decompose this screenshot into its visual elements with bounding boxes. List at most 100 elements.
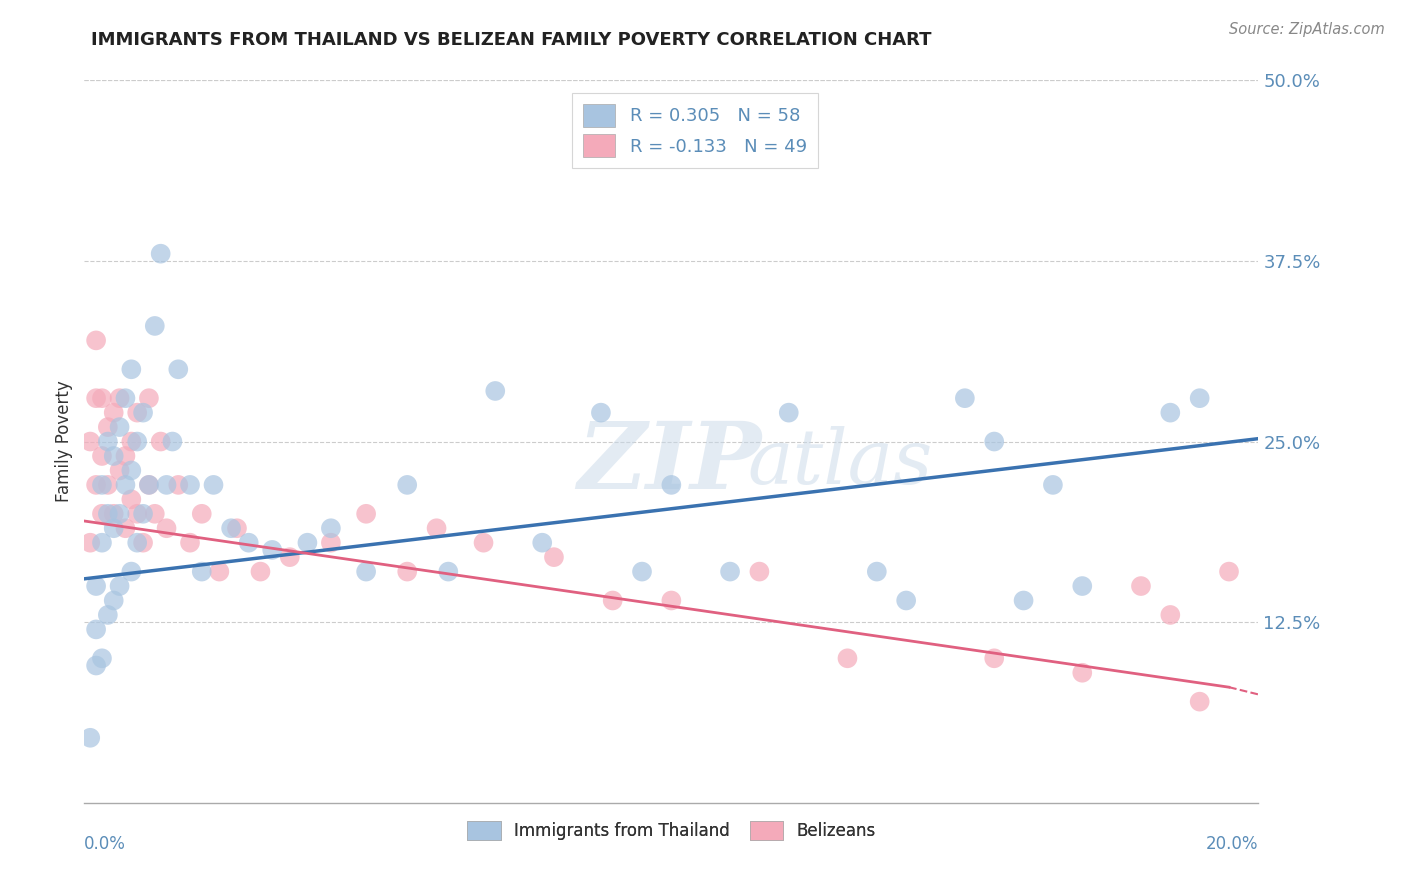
Point [108,463,131,477]
Point [91,478,114,492]
Point [143,318,166,333]
Point [108,507,131,521]
Point [472,535,495,549]
Point [191,507,214,521]
Point [319,521,342,535]
Point [219,521,242,535]
Point [103,449,125,463]
Point [426,521,449,535]
Point [84,579,107,593]
Point [179,535,201,549]
Point [120,492,142,507]
Point [155,521,177,535]
Point [396,565,419,579]
Point [149,246,172,260]
Point [249,565,271,579]
Text: IMMIGRANTS FROM THAILAND VS BELIZEAN FAMILY POVERTY CORRELATION CHART: IMMIGRANTS FROM THAILAND VS BELIZEAN FAM… [91,31,932,49]
Point [1188,695,1211,709]
Point [661,478,683,492]
Point [778,406,800,420]
Point [97,607,120,622]
Point [202,478,225,492]
Point [138,391,160,405]
Point [138,478,160,492]
Point [1071,579,1094,593]
Point [866,565,889,579]
Point [127,406,149,420]
Point [354,507,377,521]
Point [162,434,184,449]
Point [91,535,114,549]
Point [97,507,120,521]
Text: Source: ZipAtlas.com: Source: ZipAtlas.com [1229,22,1385,37]
Point [114,478,136,492]
Point [108,579,131,593]
Point [661,593,683,607]
Point [1159,607,1181,622]
Point [103,521,125,535]
Point [1188,391,1211,405]
Point [983,434,1005,449]
Point [143,507,166,521]
Point [278,550,301,565]
Point [718,565,741,579]
Point [238,535,260,549]
Point [91,507,114,521]
Point [262,542,284,557]
Point [120,362,142,376]
Point [631,565,654,579]
Point [103,593,125,607]
Point [114,449,136,463]
Point [396,478,419,492]
Text: 0.0%: 0.0% [84,835,127,854]
Point [484,384,506,398]
Point [437,565,460,579]
Point [1012,593,1035,607]
Point [79,731,101,745]
Point [589,406,612,420]
Point [127,434,149,449]
Point [132,406,155,420]
Point [602,593,624,607]
Point [1071,665,1094,680]
Point [84,623,107,637]
Point [226,521,249,535]
Point [103,507,125,521]
Point [79,434,101,449]
Point [155,478,177,492]
Point [114,391,136,405]
Point [297,535,319,549]
Point [97,478,120,492]
Point [91,449,114,463]
Point [748,565,770,579]
Point [84,658,107,673]
Legend: Immigrants from Thailand, Belizeans: Immigrants from Thailand, Belizeans [458,813,884,848]
Point [127,507,149,521]
Point [91,651,114,665]
Point [97,420,120,434]
Point [84,334,107,348]
Y-axis label: Family Poverty: Family Poverty [55,381,73,502]
Text: ZIP: ZIP [578,418,762,508]
Point [208,565,231,579]
Text: atlas: atlas [748,426,934,500]
Point [127,535,149,549]
Point [191,565,214,579]
Point [167,478,190,492]
Point [896,593,918,607]
Point [108,391,131,405]
Point [179,478,201,492]
Point [120,565,142,579]
Point [319,535,342,549]
Point [108,420,131,434]
Text: 20.0%: 20.0% [1206,835,1258,854]
Point [97,434,120,449]
Point [1159,406,1181,420]
Point [114,521,136,535]
Point [149,434,172,449]
Point [84,478,107,492]
Point [983,651,1005,665]
Point [1042,478,1064,492]
Point [531,535,554,549]
Point [1218,565,1240,579]
